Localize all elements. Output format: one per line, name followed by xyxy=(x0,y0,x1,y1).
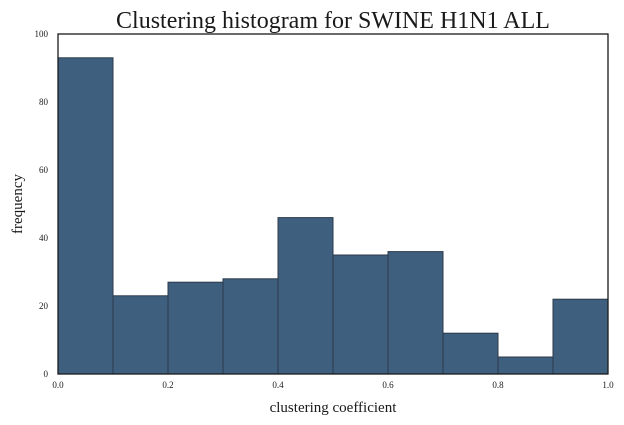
y-axis-ticks: 0 20 40 60 80 100 xyxy=(35,29,49,379)
x-tick-label: 0.8 xyxy=(492,380,504,390)
y-axis-label: frequency xyxy=(10,174,26,234)
y-tick-label: 80 xyxy=(39,97,49,107)
histogram-bar-3 xyxy=(222,278,279,375)
x-axis-ticks: 0.0 0.2 0.4 0.6 0.8 1.0 xyxy=(52,380,614,390)
histogram-bar-1 xyxy=(112,295,169,375)
x-tick-label: 0.6 xyxy=(382,380,394,390)
x-tick-label: 0.0 xyxy=(52,380,64,390)
histogram-bar-6 xyxy=(387,251,444,375)
histogram-bar-2 xyxy=(167,281,224,375)
x-tick-label: 1.0 xyxy=(602,380,614,390)
plot-frame xyxy=(57,33,609,375)
bars-group xyxy=(57,57,609,375)
x-axis-label: clustering coefficient xyxy=(270,400,398,416)
histogram-bar-4 xyxy=(277,217,334,375)
y-tick-label: 20 xyxy=(39,301,49,311)
y-tick-label: 0 xyxy=(44,369,49,379)
histogram-bar-7 xyxy=(442,332,499,375)
histogram-bar-9 xyxy=(552,298,609,375)
histogram-bar-5 xyxy=(332,254,389,375)
y-tick-label: 100 xyxy=(35,29,49,39)
y-tick-label: 60 xyxy=(39,165,49,175)
x-tick-label: 0.4 xyxy=(272,380,284,390)
histogram-bar-0 xyxy=(57,57,114,375)
y-tick-label: 40 xyxy=(39,233,49,243)
histogram-bar-8 xyxy=(497,356,554,375)
x-tick-label: 0.2 xyxy=(162,380,173,390)
chart-title: Clustering histogram for SWINE H1N1 ALL xyxy=(116,8,550,34)
